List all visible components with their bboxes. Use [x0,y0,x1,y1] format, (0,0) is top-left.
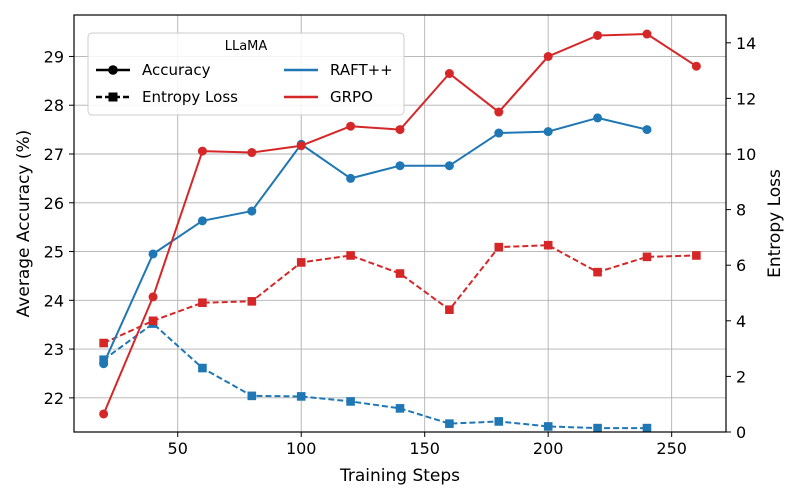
x-tick-label: 150 [409,439,440,458]
x-tick-label: 100 [286,439,317,458]
raftpp-accuracy-point [494,128,504,138]
y-right-tick-label: 12 [736,89,756,108]
y-left-axis-ticks: 22 23 24 25 26 27 28 29 [44,47,74,408]
grpo-entropy-loss-point [148,316,158,326]
series-layer [99,29,701,433]
raftpp-entropy-loss-point [395,404,405,413]
grpo-entropy-loss-point [395,269,405,278]
grpo-entropy-loss-series [99,240,701,348]
plot-frame [73,14,727,433]
grpo-accuracy-point [444,69,454,79]
grpo-entropy-loss-point [99,338,108,348]
y-left-tick-label: 27 [44,145,64,164]
legend-label: Entropy Loss [142,88,238,106]
legend-handle-entropy-loss [96,92,130,102]
y-right-tick-label: 0 [736,423,746,442]
raftpp-entropy-loss-point [198,363,207,373]
y-right-tick-label: 8 [736,201,746,220]
raftpp-entropy-loss-point [494,417,504,426]
x-tick-label: 50 [168,439,188,458]
legend-label: GRPO [330,88,373,106]
y-left-tick-label: 23 [44,340,64,359]
grpo-accuracy-point [296,141,306,151]
x-axis-ticks: 50 100 150 200 250 [168,432,687,458]
grpo-entropy-loss-point [543,240,553,250]
grpo-accuracy-point [197,146,207,156]
y-left-tick-label: 29 [44,47,64,66]
legend-label: RAFT++ [330,61,393,79]
grpo-accuracy-point [247,148,257,158]
legend-label: Accuracy [142,61,211,79]
y-right-tick-label: 10 [736,145,756,164]
grpo-accuracy-point [148,292,158,302]
grpo-accuracy-series [99,29,701,419]
legend-title: LLaMA [225,39,268,54]
raftpp-accuracy-point [593,113,603,123]
grpo-entropy-loss-point [445,305,454,314]
y-left-tick-label: 24 [44,291,64,310]
y-right-tick-label: 14 [736,34,756,53]
raftpp-accuracy-line [102,116,648,365]
grpo-entropy-loss-point [692,251,701,260]
raftpp-accuracy-point [197,216,207,226]
x-tick-label: 200 [533,439,564,458]
grpo-entropy-loss-point [296,258,306,267]
y-left-tick-label: 22 [44,389,64,408]
grpo-accuracy-point [593,30,603,40]
grpo-entropy-loss-point [247,297,257,306]
grpo-entropy-loss-line [103,244,697,344]
x-tick-label: 250 [656,439,687,458]
raftpp-entropy-loss-point [296,392,306,401]
y-left-axis-label: Average Accuracy (%) [14,130,34,318]
raftpp-accuracy-point [346,173,356,183]
legend-marker-square [108,92,118,102]
raftpp-entropy-loss-point [247,391,257,401]
grpo-entropy-loss-point [346,251,355,260]
x-axis-label: Training Steps [339,466,460,486]
raftpp-entropy-loss-line [103,322,647,430]
raftpp-accuracy-point [247,206,257,216]
grpo-entropy-loss-point [642,252,652,262]
raftpp-entropy-loss-series [99,319,652,433]
legend-items: Accuracy Entropy Loss RAFT++ GRPO [96,61,393,106]
raftpp-accuracy-point [642,125,652,135]
raftpp-accuracy-point [99,359,109,369]
grpo-accuracy-point [642,29,652,39]
raftpp-entropy-loss-point [346,397,355,406]
legend-marker-circle [108,65,118,75]
grpo-accuracy-point [346,121,356,131]
raftpp-entropy-loss-point [642,423,652,433]
legend-handle-accuracy [96,65,130,75]
y-right-axis-ticks: 0 2 4 6 8 10 12 14 [726,34,756,442]
grpo-entropy-loss-point [198,298,207,308]
legend: LLaMA Accuracy Entropy Loss RAFT++ GRPO [87,32,405,116]
grpo-accuracy-point [691,61,701,71]
y-left-tick-label: 26 [44,194,64,213]
y-left-tick-label: 28 [44,96,64,115]
grpo-accuracy-point [395,125,405,135]
legend-box [87,32,405,116]
raftpp-accuracy-point [444,161,454,171]
y-right-tick-label: 2 [736,367,746,386]
grpo-accuracy-point [99,409,109,419]
grpo-accuracy-point [543,51,553,61]
raftpp-accuracy-point [395,161,405,171]
raftpp-accuracy-point [543,127,553,137]
raftpp-entropy-loss-point [543,422,553,431]
y-right-tick-label: 6 [736,256,746,275]
raftpp-entropy-loss-point [593,423,602,433]
grpo-entropy-loss-point [494,242,504,252]
raftpp-entropy-loss-point [445,419,454,428]
y-left-tick-label: 25 [44,243,64,262]
grpo-entropy-loss-point [593,267,602,277]
raftpp-accuracy-point [148,249,158,259]
raftpp-accuracy-series [99,113,652,369]
grpo-accuracy-point [494,107,504,117]
y-right-axis-label: Entropy Loss [765,169,785,278]
y-right-tick-label: 4 [736,312,746,331]
